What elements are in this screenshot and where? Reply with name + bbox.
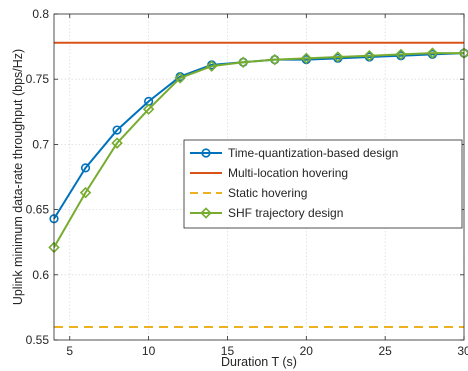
data-point-diamond (363, 49, 376, 62)
y-axis-label: Uplink minimum data-rate throughput (bps… (11, 49, 25, 305)
legend-label: Static hovering (228, 186, 307, 200)
data-point-circle (80, 163, 91, 173)
ticks-group: 5 10 15 20 25 30 0.55 0.6 0.65 0.7 0.75 0.8 (26, 7, 468, 358)
data-point-diamond (200, 207, 212, 219)
data-point-circle (112, 125, 122, 135)
data-point-diamond (111, 137, 123, 149)
y-tick-label: 0.8 (32, 7, 49, 21)
data-point-diamond (237, 56, 249, 68)
plot-frame (53, 13, 465, 341)
x-axis-label: Duration T (s) (221, 355, 297, 369)
x-tick-label: 25 (378, 344, 392, 358)
legend-label: Multi-location hovering (228, 166, 348, 180)
y-tick-label: 0.55 (26, 333, 50, 347)
x-tick-label: 20 (300, 344, 314, 358)
data-point-diamond (142, 103, 155, 115)
x-tick-label: 15 (221, 344, 235, 358)
data-point-diamond (332, 51, 344, 63)
data-point-diamond (395, 48, 407, 61)
data-point-diamond (300, 52, 313, 65)
data-point-diamond (79, 186, 92, 199)
series-3 (48, 47, 468, 254)
y-tick-label: 0.65 (26, 203, 50, 217)
data-point-diamond (205, 60, 218, 72)
y-tick-label: 0.75 (26, 72, 50, 86)
series-group (48, 41, 468, 328)
x-tick-label: 10 (142, 344, 156, 358)
y-tick-label: 0.7 (32, 137, 49, 151)
data-point-diamond (269, 53, 281, 66)
legend-label: SHF trajectory design (228, 206, 343, 220)
y-tick-label: 0.6 (32, 268, 49, 282)
legend: Time-quantization-based design Multi-loca… (183, 139, 463, 229)
data-point-circle (201, 148, 211, 158)
x-tick-label: 5 (66, 344, 73, 358)
data-point-diamond (426, 47, 439, 59)
legend-label: Time-quantization-based design (228, 146, 398, 160)
x-tick-label: 30 (457, 344, 468, 358)
legend-box (183, 139, 463, 229)
data-point-diamond (174, 72, 186, 84)
